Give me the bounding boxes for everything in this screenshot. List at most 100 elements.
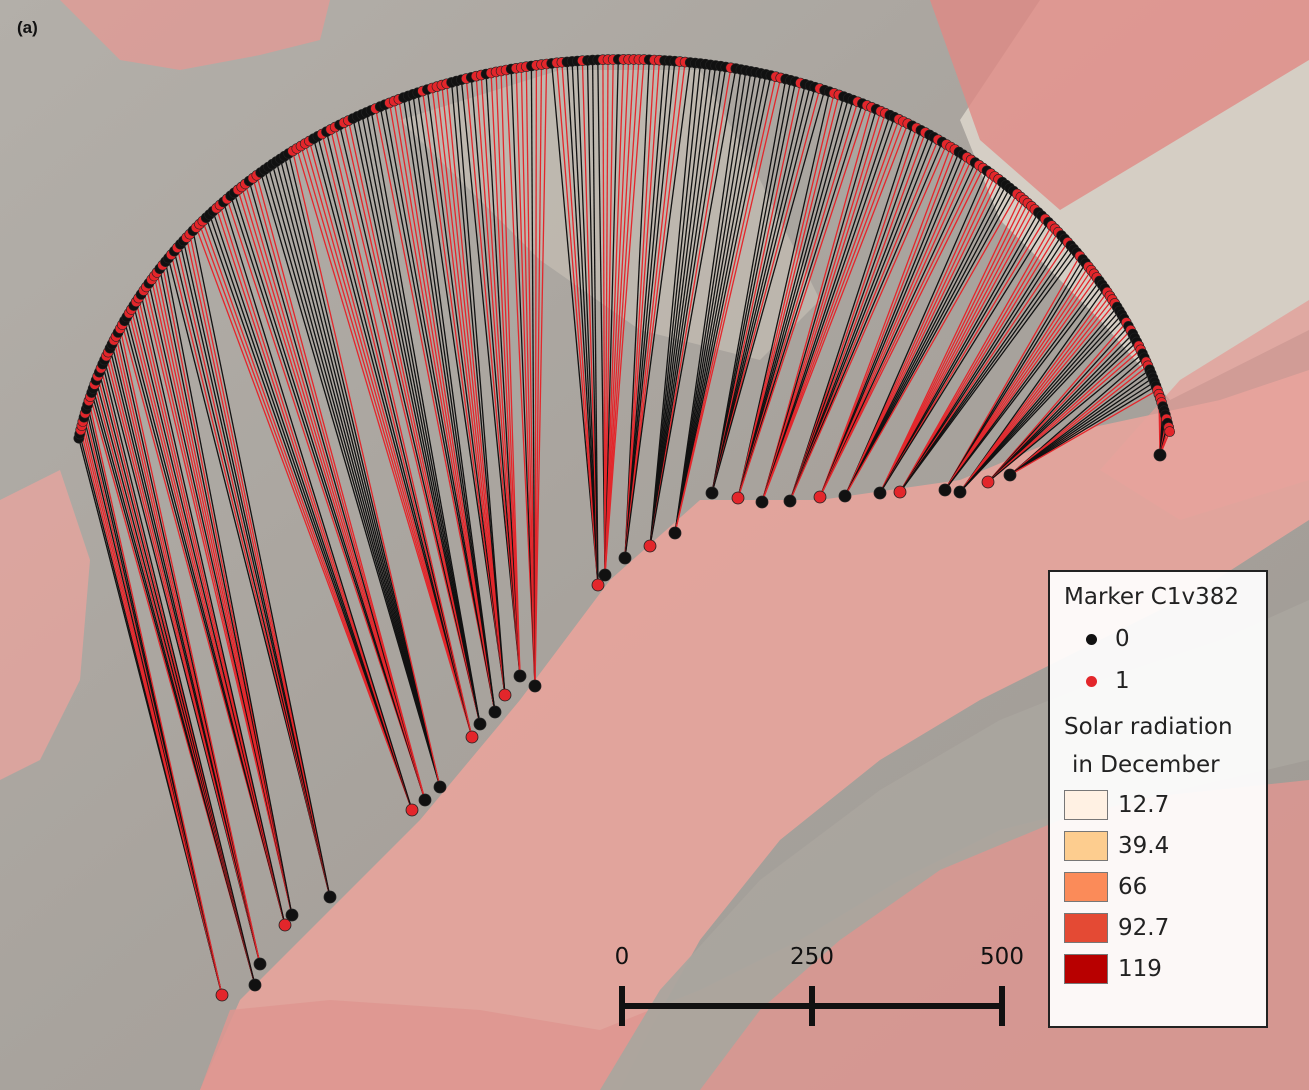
transect-line — [674, 75, 772, 534]
transect-line — [624, 61, 676, 559]
legend: Marker C1v382 0 1 Solar radiation in Dec… — [1048, 570, 1268, 1028]
valley-marker — [323, 890, 337, 904]
transect-line — [944, 266, 1090, 491]
transect-line — [370, 110, 481, 725]
transect-line — [300, 145, 473, 738]
valley-marker — [731, 491, 745, 505]
transect-line — [789, 130, 922, 502]
transect-line — [649, 63, 702, 547]
transect-line — [987, 333, 1134, 483]
valley-marker — [838, 489, 852, 503]
transect-line — [879, 199, 1025, 494]
transect-line — [987, 353, 1144, 483]
valley-marker — [938, 483, 952, 497]
transect-line — [944, 284, 1103, 491]
transect-line — [446, 83, 506, 696]
transect-line — [737, 93, 835, 499]
transect-line — [819, 149, 956, 498]
transect-line — [944, 262, 1087, 491]
transect-line — [576, 61, 599, 586]
transect-line — [470, 77, 521, 677]
transect-line — [959, 295, 1111, 493]
legend-marker-0-label: 0 — [1115, 626, 1130, 652]
transect-line — [325, 131, 473, 738]
transect-line — [624, 62, 691, 559]
scale-label-0: 0 — [614, 944, 630, 970]
transect-line — [441, 85, 506, 696]
transect-line — [674, 77, 782, 534]
transect-line — [737, 91, 831, 499]
transect-line — [844, 170, 988, 497]
transect-line — [624, 60, 661, 559]
transect-line — [604, 59, 645, 576]
transect-line — [192, 230, 331, 898]
transect-line — [356, 116, 481, 725]
transect-line — [899, 248, 1075, 493]
transect-line — [237, 189, 426, 801]
valley-marker — [591, 578, 605, 592]
transect-line — [649, 66, 722, 547]
transect-line — [604, 59, 630, 576]
scale-label-250: 250 — [790, 944, 834, 970]
transect-line — [789, 144, 948, 502]
valley-marker — [953, 485, 967, 499]
valley-marker — [813, 490, 827, 504]
transect-line — [431, 87, 506, 696]
scale-bar — [619, 986, 1005, 1026]
transect-line — [604, 59, 614, 576]
transect-line — [460, 79, 521, 677]
transect-line — [421, 91, 506, 696]
radiation-zone-left — [0, 470, 90, 780]
transect-line — [140, 294, 286, 926]
transect-line — [388, 102, 496, 713]
valley-marker — [893, 485, 907, 499]
transect-line — [119, 328, 261, 965]
legend-class-5: 119 — [1064, 948, 1252, 989]
transect-line — [987, 349, 1142, 483]
transect-line — [1009, 357, 1145, 476]
transect-line — [602, 59, 606, 576]
transect-line — [879, 209, 1036, 494]
transect-line — [899, 241, 1069, 493]
transect-line — [844, 181, 1003, 497]
transect-line — [899, 228, 1056, 493]
transect-line — [959, 302, 1116, 493]
transect-line — [426, 89, 506, 696]
transect-line — [674, 74, 767, 534]
transect-line — [436, 86, 506, 696]
transect-line — [844, 184, 1007, 497]
transect-line — [412, 94, 496, 713]
valley-marker — [981, 475, 995, 489]
transect-line — [959, 314, 1123, 493]
transect-line — [604, 59, 625, 576]
transect-line — [789, 132, 926, 502]
transect-line — [737, 96, 845, 499]
transect-line — [393, 100, 496, 713]
transect-line — [711, 87, 816, 494]
transect-line — [283, 156, 441, 788]
transect-line — [365, 112, 481, 725]
transect-line — [944, 269, 1092, 491]
transect-line — [256, 175, 426, 801]
transect-line — [551, 63, 599, 586]
transect-line — [761, 121, 904, 503]
transect-line — [407, 95, 496, 713]
transect-line — [711, 88, 821, 494]
valley-marker — [1153, 448, 1167, 462]
transect-line — [1009, 373, 1152, 476]
transect-line — [571, 61, 599, 586]
transect-line — [649, 68, 737, 547]
transect-line — [789, 137, 935, 502]
transect-line — [465, 78, 521, 677]
transect-line — [844, 190, 1015, 497]
valley-marker — [473, 717, 487, 731]
radiation-zone-top-left — [60, 0, 330, 70]
transect-line — [761, 107, 873, 503]
valley-marker — [598, 568, 612, 582]
transect-line — [586, 60, 599, 586]
transect-line — [737, 101, 859, 499]
legend-class-3-label: 66 — [1118, 873, 1148, 900]
transect-line — [495, 71, 521, 677]
transect-line — [649, 66, 727, 547]
transect-line — [515, 68, 536, 687]
